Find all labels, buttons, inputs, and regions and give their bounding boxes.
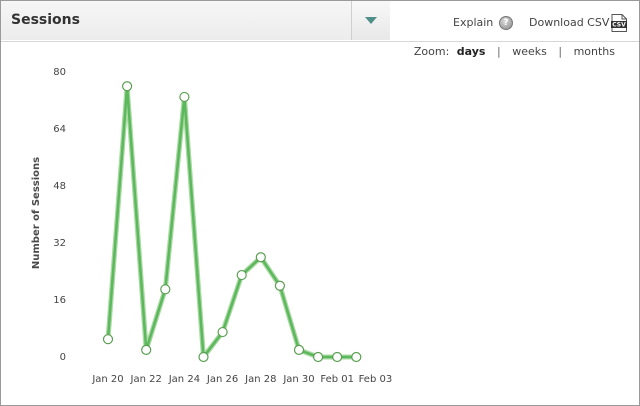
data-point[interactable]	[217, 326, 228, 338]
y-tick-label: 48	[53, 181, 66, 192]
data-point[interactable]	[332, 351, 343, 363]
data-point[interactable]	[160, 284, 171, 295]
widget-header: Sessions Explain ? Download CSV CSV	[1, 1, 639, 42]
data-point[interactable]	[351, 351, 362, 363]
x-axis-ticks: Jan 20 Jan 22 Jan 24 Jan 26 Jan 28 Jan 30 Feb …	[91, 374, 392, 385]
zoom-months[interactable]: months	[573, 45, 615, 58]
data-point[interactable]	[236, 269, 247, 281]
x-tick-label: Feb 01	[320, 374, 354, 385]
zoom-separator: |	[496, 45, 501, 58]
zoom-days[interactable]: days	[456, 45, 486, 58]
data-point[interactable]	[102, 334, 114, 345]
y-tick-label: 0	[60, 352, 66, 363]
csv-icon-text: CSV	[612, 22, 626, 29]
download-csv-link[interactable]: Download CSV	[529, 16, 610, 29]
y-tick-label: 64	[53, 124, 66, 135]
x-tick-label: Jan 20	[91, 374, 123, 385]
y-axis-ticks: 0 16 32 48 64 80	[53, 67, 66, 363]
x-tick-label: Jan 30	[282, 374, 314, 385]
series-line-shadow	[105, 83, 357, 360]
zoom-controls: Zoom: days | weeks | months	[412, 45, 617, 58]
data-point[interactable]	[179, 91, 190, 103]
data-point[interactable]	[121, 81, 133, 92]
data-point[interactable]	[274, 280, 285, 291]
zoom-label: Zoom:	[413, 45, 450, 58]
x-tick-label: Jan 28	[244, 374, 276, 385]
x-tick-label: Jan 26	[206, 374, 238, 385]
data-point[interactable]	[198, 351, 209, 363]
y-tick-label: 32	[53, 238, 66, 249]
data-point[interactable]	[141, 344, 152, 355]
series-layer	[102, 81, 362, 363]
y-axis-label: Number of Sessions	[31, 157, 42, 269]
y-tick-label: 16	[53, 295, 66, 306]
y-tick-label: 80	[53, 67, 66, 78]
data-point[interactable]	[313, 351, 324, 363]
data-point[interactable]	[255, 252, 266, 263]
data-point[interactable]	[293, 344, 305, 355]
chevron-down-icon	[365, 17, 377, 24]
help-icon[interactable]: ?	[499, 16, 513, 30]
zoom-separator: |	[558, 45, 563, 58]
csv-file-icon[interactable]: CSV	[611, 14, 627, 32]
dropdown-button[interactable]	[351, 1, 390, 40]
metric-selector[interactable]: Sessions	[1, 1, 390, 40]
widget-title: Sessions	[11, 12, 80, 28]
explain-link[interactable]: Explain	[453, 16, 494, 29]
zoom-weeks[interactable]: weeks	[512, 45, 547, 58]
x-tick-label: Jan 22	[130, 374, 162, 385]
x-tick-label: Feb 03	[359, 374, 393, 385]
x-tick-label: Jan 24	[168, 374, 200, 385]
